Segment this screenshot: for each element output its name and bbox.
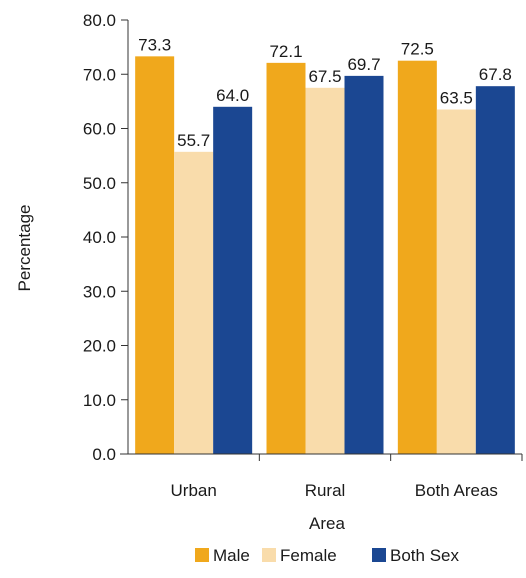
bar-rural-female <box>305 87 345 454</box>
legend-label-female: Female <box>280 546 337 565</box>
bar-both-areas-male <box>397 60 437 454</box>
y-tick-label: 30.0 <box>83 282 116 301</box>
y-tick-label: 80.0 <box>83 11 116 30</box>
data-label-rural-male: 72.1 <box>269 42 302 61</box>
data-label-both-areas-both-sex: 67.8 <box>479 65 512 84</box>
bar-urban-both-sex <box>213 106 253 455</box>
y-tick-label: 10.0 <box>83 391 116 410</box>
data-label-rural-female: 67.5 <box>308 67 341 86</box>
y-tick-label: 40.0 <box>83 228 116 247</box>
bar-urban-male <box>135 56 175 454</box>
x-tick-label-rural: Rural <box>305 481 346 500</box>
bar-rural-male <box>266 62 306 455</box>
bar-urban-female <box>174 151 214 454</box>
y-tick-label: 70.0 <box>83 65 116 84</box>
legend-label-both-sex: Both Sex <box>390 546 459 565</box>
bar-both-areas-female <box>436 109 476 454</box>
bar-rural-both-sex <box>344 75 384 454</box>
legend-swatch-female <box>262 548 276 562</box>
data-label-rural-both-sex: 69.7 <box>347 55 380 74</box>
x-tick-label-both-areas: Both Areas <box>415 481 498 500</box>
x-axis-title: Area <box>309 514 345 533</box>
legend-label-male: Male <box>213 546 250 565</box>
y-tick-label: 20.0 <box>83 337 116 356</box>
bars-group <box>135 56 515 455</box>
y-axis-title: Percentage <box>15 205 34 292</box>
legend-swatch-both-sex <box>372 548 386 562</box>
y-tick-label: 60.0 <box>83 120 116 139</box>
y-tick-label: 0.0 <box>92 445 116 464</box>
legend: Male Female Both Sex <box>195 546 459 565</box>
legend-swatch-male <box>195 548 209 562</box>
bar-both-areas-both-sex <box>475 86 515 454</box>
data-label-urban-both-sex: 64.0 <box>216 86 249 105</box>
data-label-urban-female: 55.7 <box>177 131 210 150</box>
data-label-both-areas-male: 72.5 <box>401 40 434 59</box>
data-labels-group: 73.3 55.7 64.0 72.1 67.5 69.7 72.5 63.5 67.8 <box>138 35 512 149</box>
data-label-both-areas-female: 63.5 <box>440 89 473 108</box>
y-tick-label: 50.0 <box>83 174 116 193</box>
x-tick-label-urban: Urban <box>171 481 217 500</box>
y-ticks-group: 0.0 10.0 20.0 30.0 40.0 50.0 60.0 70.0 80.0 <box>83 11 128 464</box>
data-label-urban-male: 73.3 <box>138 35 171 54</box>
x-ticks-group: Urban Rural Both Areas <box>171 454 523 500</box>
